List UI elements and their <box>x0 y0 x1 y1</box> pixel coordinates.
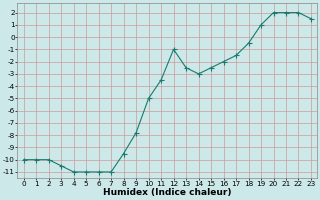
X-axis label: Humidex (Indice chaleur): Humidex (Indice chaleur) <box>103 188 232 197</box>
